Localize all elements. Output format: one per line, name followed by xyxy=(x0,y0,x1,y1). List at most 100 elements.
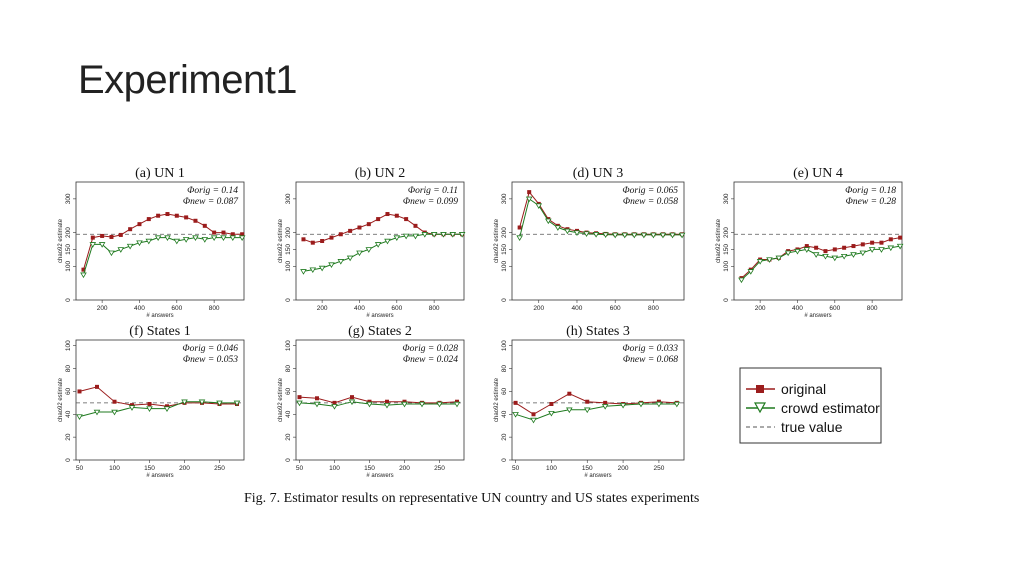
crowd-point xyxy=(775,255,783,262)
original-point xyxy=(230,232,235,237)
original-point xyxy=(376,217,381,222)
original-series-line xyxy=(79,386,237,407)
original-point xyxy=(804,244,809,249)
crowd-point xyxy=(201,237,209,243)
crowd-point xyxy=(535,203,543,209)
original-point xyxy=(90,235,95,240)
crowd-point xyxy=(309,267,317,274)
plot-frame xyxy=(511,181,685,301)
crowd-point xyxy=(117,247,125,253)
phi-orig-annotation: Φorig = 0.14 xyxy=(187,186,238,196)
original-point xyxy=(879,240,884,245)
x-axis-label: # answers xyxy=(804,313,831,319)
crowd-point xyxy=(328,262,335,268)
x-tick-label: 600 xyxy=(829,305,840,312)
y-tick-label: 20 xyxy=(501,433,508,441)
original-point xyxy=(851,244,856,249)
x-tick-label: 600 xyxy=(391,305,402,312)
phi-new-annotation: Φnew = 0.053 xyxy=(183,355,238,365)
y-tick-label: 100 xyxy=(65,260,72,271)
crowd-point xyxy=(868,247,876,253)
crowd-point xyxy=(210,235,218,242)
y-tick-label: 0 xyxy=(65,298,72,302)
crowd-point xyxy=(366,401,373,408)
crowd-point xyxy=(216,400,223,407)
original-point xyxy=(656,399,661,404)
legend-original-label: original xyxy=(781,381,826,397)
crowd-point xyxy=(346,255,354,262)
phi-orig-annotation: Φorig = 0.065 xyxy=(622,186,678,196)
crowd-point xyxy=(545,218,552,225)
original-point xyxy=(404,217,409,222)
crowd-point xyxy=(548,410,555,417)
original-point xyxy=(823,249,828,254)
crowd-point xyxy=(318,265,326,272)
phi-new-annotation: Φnew = 0.28 xyxy=(846,197,897,207)
x-tick-label: 400 xyxy=(354,305,365,312)
crowd-point xyxy=(182,237,190,243)
crowd-point xyxy=(659,232,667,239)
x-tick-label: 200 xyxy=(179,465,190,472)
original-point xyxy=(301,237,306,242)
x-tick-label: 200 xyxy=(618,465,629,472)
crowd-point xyxy=(592,232,600,238)
original-point xyxy=(860,242,865,247)
crowd-point xyxy=(440,232,447,238)
original-point xyxy=(350,395,354,400)
y-tick-label: 60 xyxy=(501,387,508,395)
y-tick-label: 100 xyxy=(285,340,292,351)
y-tick-label: 150 xyxy=(723,244,730,255)
x-tick-label: 200 xyxy=(97,305,108,312)
crowd-point xyxy=(108,250,115,257)
y-tick-label: 0 xyxy=(65,458,72,462)
original-point xyxy=(128,227,133,232)
y-axis-label: chao92 estimate xyxy=(716,218,722,263)
crowd-point xyxy=(516,235,523,242)
x-tick-label: 150 xyxy=(364,465,375,472)
chart-panel-6: (g) States 2 0 20 40 60 80 100 50 100 150 200 250 # … xyxy=(278,324,465,479)
x-axis-label: # answers xyxy=(584,473,611,479)
x-tick-label: 250 xyxy=(653,465,664,472)
crowd-point xyxy=(573,230,581,236)
original-point xyxy=(402,399,407,404)
original-point xyxy=(320,239,325,243)
crowd-point xyxy=(850,252,857,258)
crowd-point xyxy=(238,235,246,242)
crowd-point xyxy=(401,401,408,408)
original-point xyxy=(146,217,151,222)
crowd-point xyxy=(669,232,676,239)
crowd-point xyxy=(794,248,801,255)
original-point xyxy=(603,400,608,405)
original-point xyxy=(517,225,522,230)
original-point xyxy=(81,267,86,272)
original-point xyxy=(413,223,418,228)
crowd-point xyxy=(163,406,171,412)
crowd-point xyxy=(421,232,429,238)
plot-frame xyxy=(511,339,685,461)
crowd-point xyxy=(348,399,356,406)
original-point xyxy=(100,233,105,238)
original-point xyxy=(193,218,198,223)
original-point xyxy=(394,213,399,218)
original-point xyxy=(137,222,142,227)
crowd-point xyxy=(631,232,638,239)
y-tick-label: 80 xyxy=(501,365,508,373)
y-axis-label: chao92 estimate xyxy=(494,218,500,263)
x-tick-label: 50 xyxy=(76,465,84,472)
chart-title: (h) States 3 xyxy=(566,324,630,339)
original-point xyxy=(455,399,459,404)
y-tick-label: 40 xyxy=(65,410,72,418)
original-point xyxy=(310,240,315,245)
original-point xyxy=(338,232,343,237)
crowd-point xyxy=(453,401,461,408)
crowd-point xyxy=(331,404,338,410)
x-tick-label: 400 xyxy=(572,305,583,312)
crowd-point xyxy=(525,196,533,203)
x-tick-label: 200 xyxy=(533,305,544,312)
crowd-point xyxy=(136,240,143,247)
y-tick-label: 100 xyxy=(501,340,508,351)
crowd-point xyxy=(747,269,755,275)
crowd-point xyxy=(145,238,153,245)
x-tick-label: 400 xyxy=(792,305,803,312)
